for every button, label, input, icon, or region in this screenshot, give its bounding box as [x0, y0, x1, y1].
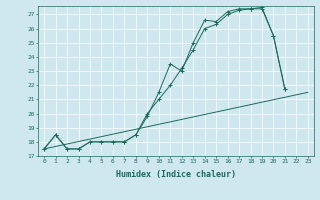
X-axis label: Humidex (Indice chaleur): Humidex (Indice chaleur) [116, 170, 236, 179]
